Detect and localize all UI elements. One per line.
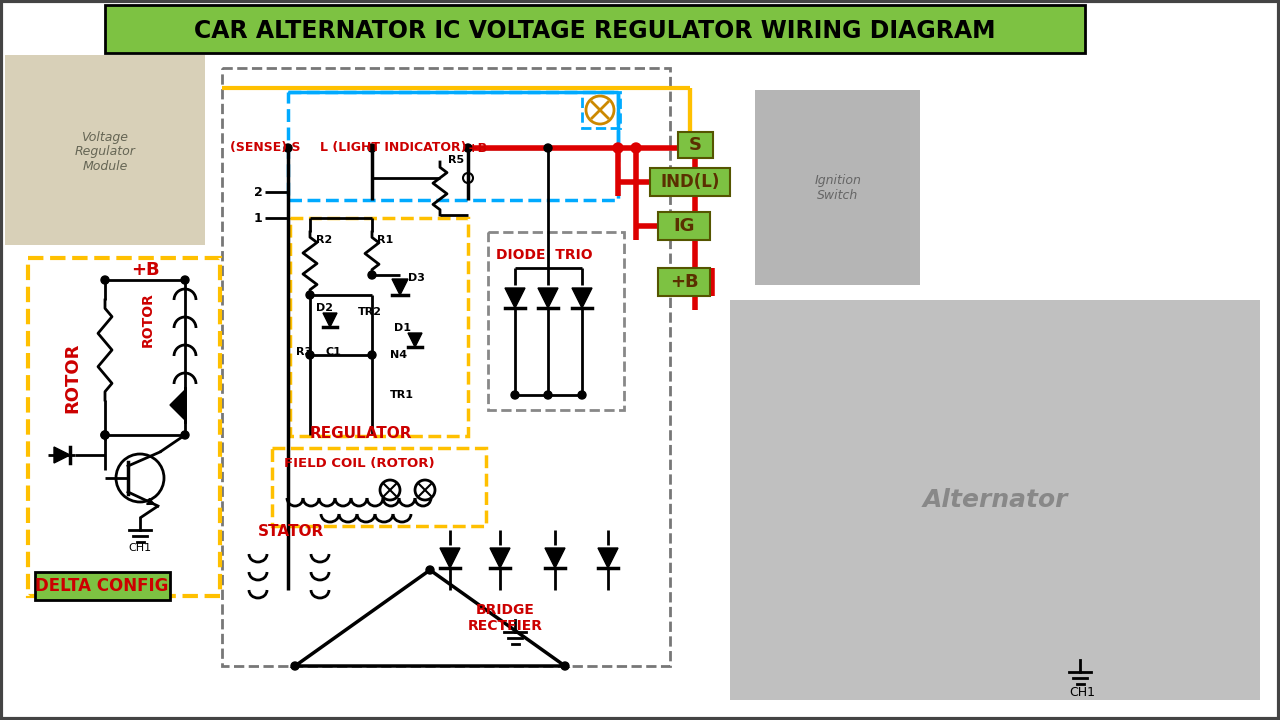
- Polygon shape: [170, 390, 186, 420]
- Circle shape: [369, 144, 376, 152]
- Text: +B: +B: [131, 261, 159, 279]
- Text: TR2: TR2: [358, 307, 381, 317]
- Text: R2: R2: [316, 235, 333, 245]
- Text: D1: D1: [394, 323, 411, 333]
- Polygon shape: [392, 279, 408, 295]
- Text: 1: 1: [253, 212, 262, 225]
- Circle shape: [101, 431, 109, 439]
- Bar: [288, 92, 618, 200]
- Bar: [488, 232, 625, 410]
- Text: R1: R1: [378, 235, 393, 245]
- Text: REGULATOR: REGULATOR: [310, 426, 412, 441]
- Polygon shape: [408, 333, 422, 347]
- Bar: [650, 168, 730, 196]
- Polygon shape: [440, 548, 460, 568]
- Text: FIELD COIL (ROTOR): FIELD COIL (ROTOR): [284, 457, 435, 470]
- Circle shape: [631, 143, 641, 153]
- Text: CH1: CH1: [128, 543, 151, 553]
- Text: CH1: CH1: [1069, 685, 1094, 698]
- Polygon shape: [490, 548, 509, 568]
- Text: ROTOR: ROTOR: [141, 292, 155, 348]
- Text: D3: D3: [408, 273, 425, 283]
- Text: IND(L): IND(L): [660, 173, 719, 191]
- Bar: [582, 92, 620, 128]
- Bar: [221, 68, 669, 666]
- Text: Alternator: Alternator: [923, 488, 1068, 512]
- Polygon shape: [54, 447, 70, 463]
- Text: CAR ALTERNATOR IC VOLTAGE REGULATOR WIRING DIAGRAM: CAR ALTERNATOR IC VOLTAGE REGULATOR WIRI…: [195, 19, 996, 43]
- Text: N4: N4: [390, 350, 407, 360]
- Bar: [755, 90, 920, 285]
- Polygon shape: [572, 288, 591, 308]
- Text: (SENSE) S: (SENSE) S: [230, 142, 301, 155]
- Polygon shape: [598, 548, 618, 568]
- Text: ROTOR: ROTOR: [63, 343, 81, 413]
- Text: 2: 2: [253, 186, 262, 199]
- Text: DELTA CONFIG: DELTA CONFIG: [36, 577, 169, 595]
- Circle shape: [291, 662, 300, 670]
- Circle shape: [511, 391, 518, 399]
- Text: STATOR: STATOR: [259, 524, 324, 539]
- Text: TR1: TR1: [390, 390, 413, 400]
- Circle shape: [180, 276, 189, 284]
- Text: L (LIGHT INDICATOR): L (LIGHT INDICATOR): [320, 142, 466, 155]
- FancyBboxPatch shape: [5, 55, 205, 245]
- Circle shape: [613, 143, 623, 153]
- Polygon shape: [506, 288, 525, 308]
- Polygon shape: [538, 288, 558, 308]
- Circle shape: [544, 144, 552, 152]
- Circle shape: [465, 144, 472, 152]
- Text: DIODE  TRIO: DIODE TRIO: [497, 248, 593, 262]
- Circle shape: [101, 276, 109, 284]
- Circle shape: [306, 351, 314, 359]
- Polygon shape: [545, 548, 564, 568]
- Circle shape: [101, 431, 109, 439]
- Bar: [35, 572, 170, 600]
- Polygon shape: [323, 313, 337, 327]
- Bar: [678, 132, 713, 158]
- Text: +B: +B: [669, 273, 699, 291]
- Bar: [291, 218, 468, 436]
- Circle shape: [579, 391, 586, 399]
- Bar: [273, 448, 486, 526]
- Text: C1: C1: [326, 347, 342, 357]
- Text: R5: R5: [448, 155, 465, 165]
- Circle shape: [561, 662, 570, 670]
- Bar: [658, 268, 710, 296]
- Circle shape: [369, 351, 376, 359]
- Circle shape: [284, 144, 292, 152]
- Circle shape: [544, 391, 552, 399]
- Text: S: S: [689, 136, 701, 154]
- Text: D2: D2: [316, 303, 333, 313]
- Bar: [730, 300, 1260, 700]
- Bar: [28, 258, 220, 596]
- Circle shape: [306, 291, 314, 299]
- Text: Voltage
Regulator
Module: Voltage Regulator Module: [74, 130, 136, 174]
- Bar: [658, 212, 710, 240]
- Text: Ignition
Switch: Ignition Switch: [814, 174, 861, 202]
- Circle shape: [369, 271, 376, 279]
- Bar: [105, 5, 1085, 53]
- Text: BRIDGE
RECTFIER: BRIDGE RECTFIER: [467, 603, 543, 633]
- Circle shape: [426, 566, 434, 574]
- Circle shape: [180, 431, 189, 439]
- Text: +B: +B: [468, 142, 488, 155]
- Text: IG: IG: [673, 217, 695, 235]
- Text: R3: R3: [296, 347, 312, 357]
